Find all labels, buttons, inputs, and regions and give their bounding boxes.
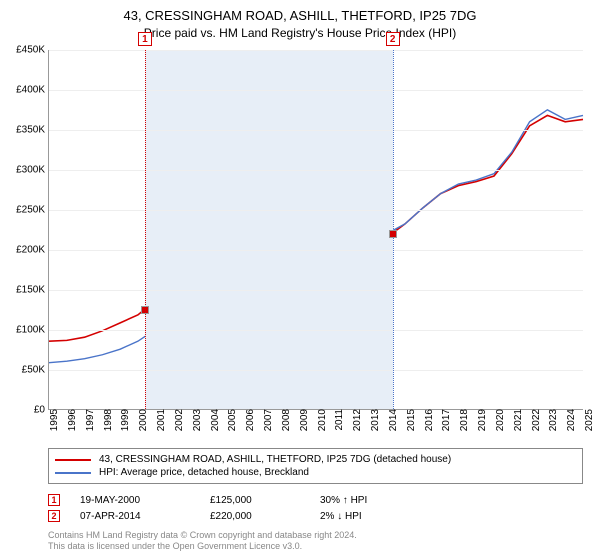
x-axis-label: 2013 [368,409,381,431]
footer-line: This data is licensed under the Open Gov… [48,541,357,552]
sale-date: 19-MAY-2000 [80,495,210,506]
x-axis-label: 1995 [47,409,60,431]
sale-date: 07-APR-2014 [80,511,210,522]
x-axis-label: 2024 [564,409,577,431]
y-axis-label: £100K [5,325,49,336]
y-axis-label: £0 [5,405,49,416]
x-axis-label: 1999 [118,409,131,431]
x-axis-label: 2000 [136,409,149,431]
x-axis-label: 2010 [315,409,328,431]
legend-swatch [55,472,91,474]
y-axis-label: £350K [5,125,49,136]
x-axis-label: 2003 [190,409,203,431]
chart-footer: Contains HM Land Registry data © Crown c… [48,530,357,553]
x-axis-label: 2022 [529,409,542,431]
gridline [49,370,583,371]
sale-table: 1 19-MAY-2000£125,00030% ↑ HPI 2 07-APR-201… [48,492,583,524]
legend-box: 43, CRESSINGHAM ROAD, ASHILL, THETFORD, … [48,448,583,484]
sale-row: 2 07-APR-2014£220,0002% ↓ HPI [48,508,583,524]
sale-marker-line [145,50,146,409]
sale-diff: 2% ↓ HPI [320,511,420,522]
x-axis-label: 2009 [297,409,310,431]
legend-label: 43, CRESSINGHAM ROAD, ASHILL, THETFORD, … [99,454,451,465]
y-axis-label: £50K [5,365,49,376]
y-axis-label: £300K [5,165,49,176]
y-axis-label: £250K [5,205,49,216]
sale-price: £220,000 [210,511,320,522]
chart-area: £0£50K£100K£150K£200K£250K£300K£350K£400… [48,50,583,410]
chart-title: 43, CRESSINGHAM ROAD, ASHILL, THETFORD, … [0,0,600,23]
gridline [49,330,583,331]
x-axis-label: 2023 [546,409,559,431]
x-axis-label: 2001 [154,409,167,431]
gridline [49,210,583,211]
chart-subtitle: Price paid vs. HM Land Registry's House … [0,23,600,40]
x-axis-label: 2012 [350,409,363,431]
sale-row: 1 19-MAY-2000£125,00030% ↑ HPI [48,492,583,508]
shaded-band [145,50,393,409]
sale-point [141,306,149,314]
gridline [49,90,583,91]
x-axis-label: 2018 [457,409,470,431]
x-axis-label: 2006 [243,409,256,431]
x-axis-label: 2008 [279,409,292,431]
x-axis-label: 1996 [65,409,78,431]
x-axis-label: 2025 [582,409,595,431]
gridline [49,290,583,291]
x-axis-label: 2014 [386,409,399,431]
footer-line: Contains HM Land Registry data © Crown c… [48,530,357,541]
x-axis-label: 2016 [422,409,435,431]
x-axis-label: 2020 [493,409,506,431]
x-axis-label: 2017 [439,409,452,431]
sale-marker-flag: 2 [386,32,400,46]
x-axis-label: 2021 [511,409,524,431]
sale-marker-icon: 2 [48,510,60,522]
x-axis-label: 1997 [83,409,96,431]
x-axis-label: 2004 [208,409,221,431]
sale-marker-icon: 1 [48,494,60,506]
legend-swatch [55,459,91,461]
gridline [49,170,583,171]
x-axis-label: 1998 [101,409,114,431]
x-axis-label: 2007 [261,409,274,431]
gridline [49,130,583,131]
y-axis-label: £400K [5,85,49,96]
x-axis-label: 2002 [172,409,185,431]
sale-price: £125,000 [210,495,320,506]
gridline [49,250,583,251]
legend-item: 43, CRESSINGHAM ROAD, ASHILL, THETFORD, … [55,453,576,466]
x-axis-label: 2005 [225,409,238,431]
y-axis-label: £200K [5,245,49,256]
legend-label: HPI: Average price, detached house, Brec… [99,467,309,478]
y-axis-label: £450K [5,45,49,56]
x-axis-label: 2019 [475,409,488,431]
legend-item: HPI: Average price, detached house, Brec… [55,466,576,479]
chart-container: 43, CRESSINGHAM ROAD, ASHILL, THETFORD, … [0,0,600,560]
sale-point [389,230,397,238]
gridline [49,50,583,51]
x-axis-label: 2015 [404,409,417,431]
sale-marker-flag: 1 [138,32,152,46]
x-axis-label: 2011 [332,409,345,431]
y-axis-label: £150K [5,285,49,296]
sale-diff: 30% ↑ HPI [320,495,420,506]
